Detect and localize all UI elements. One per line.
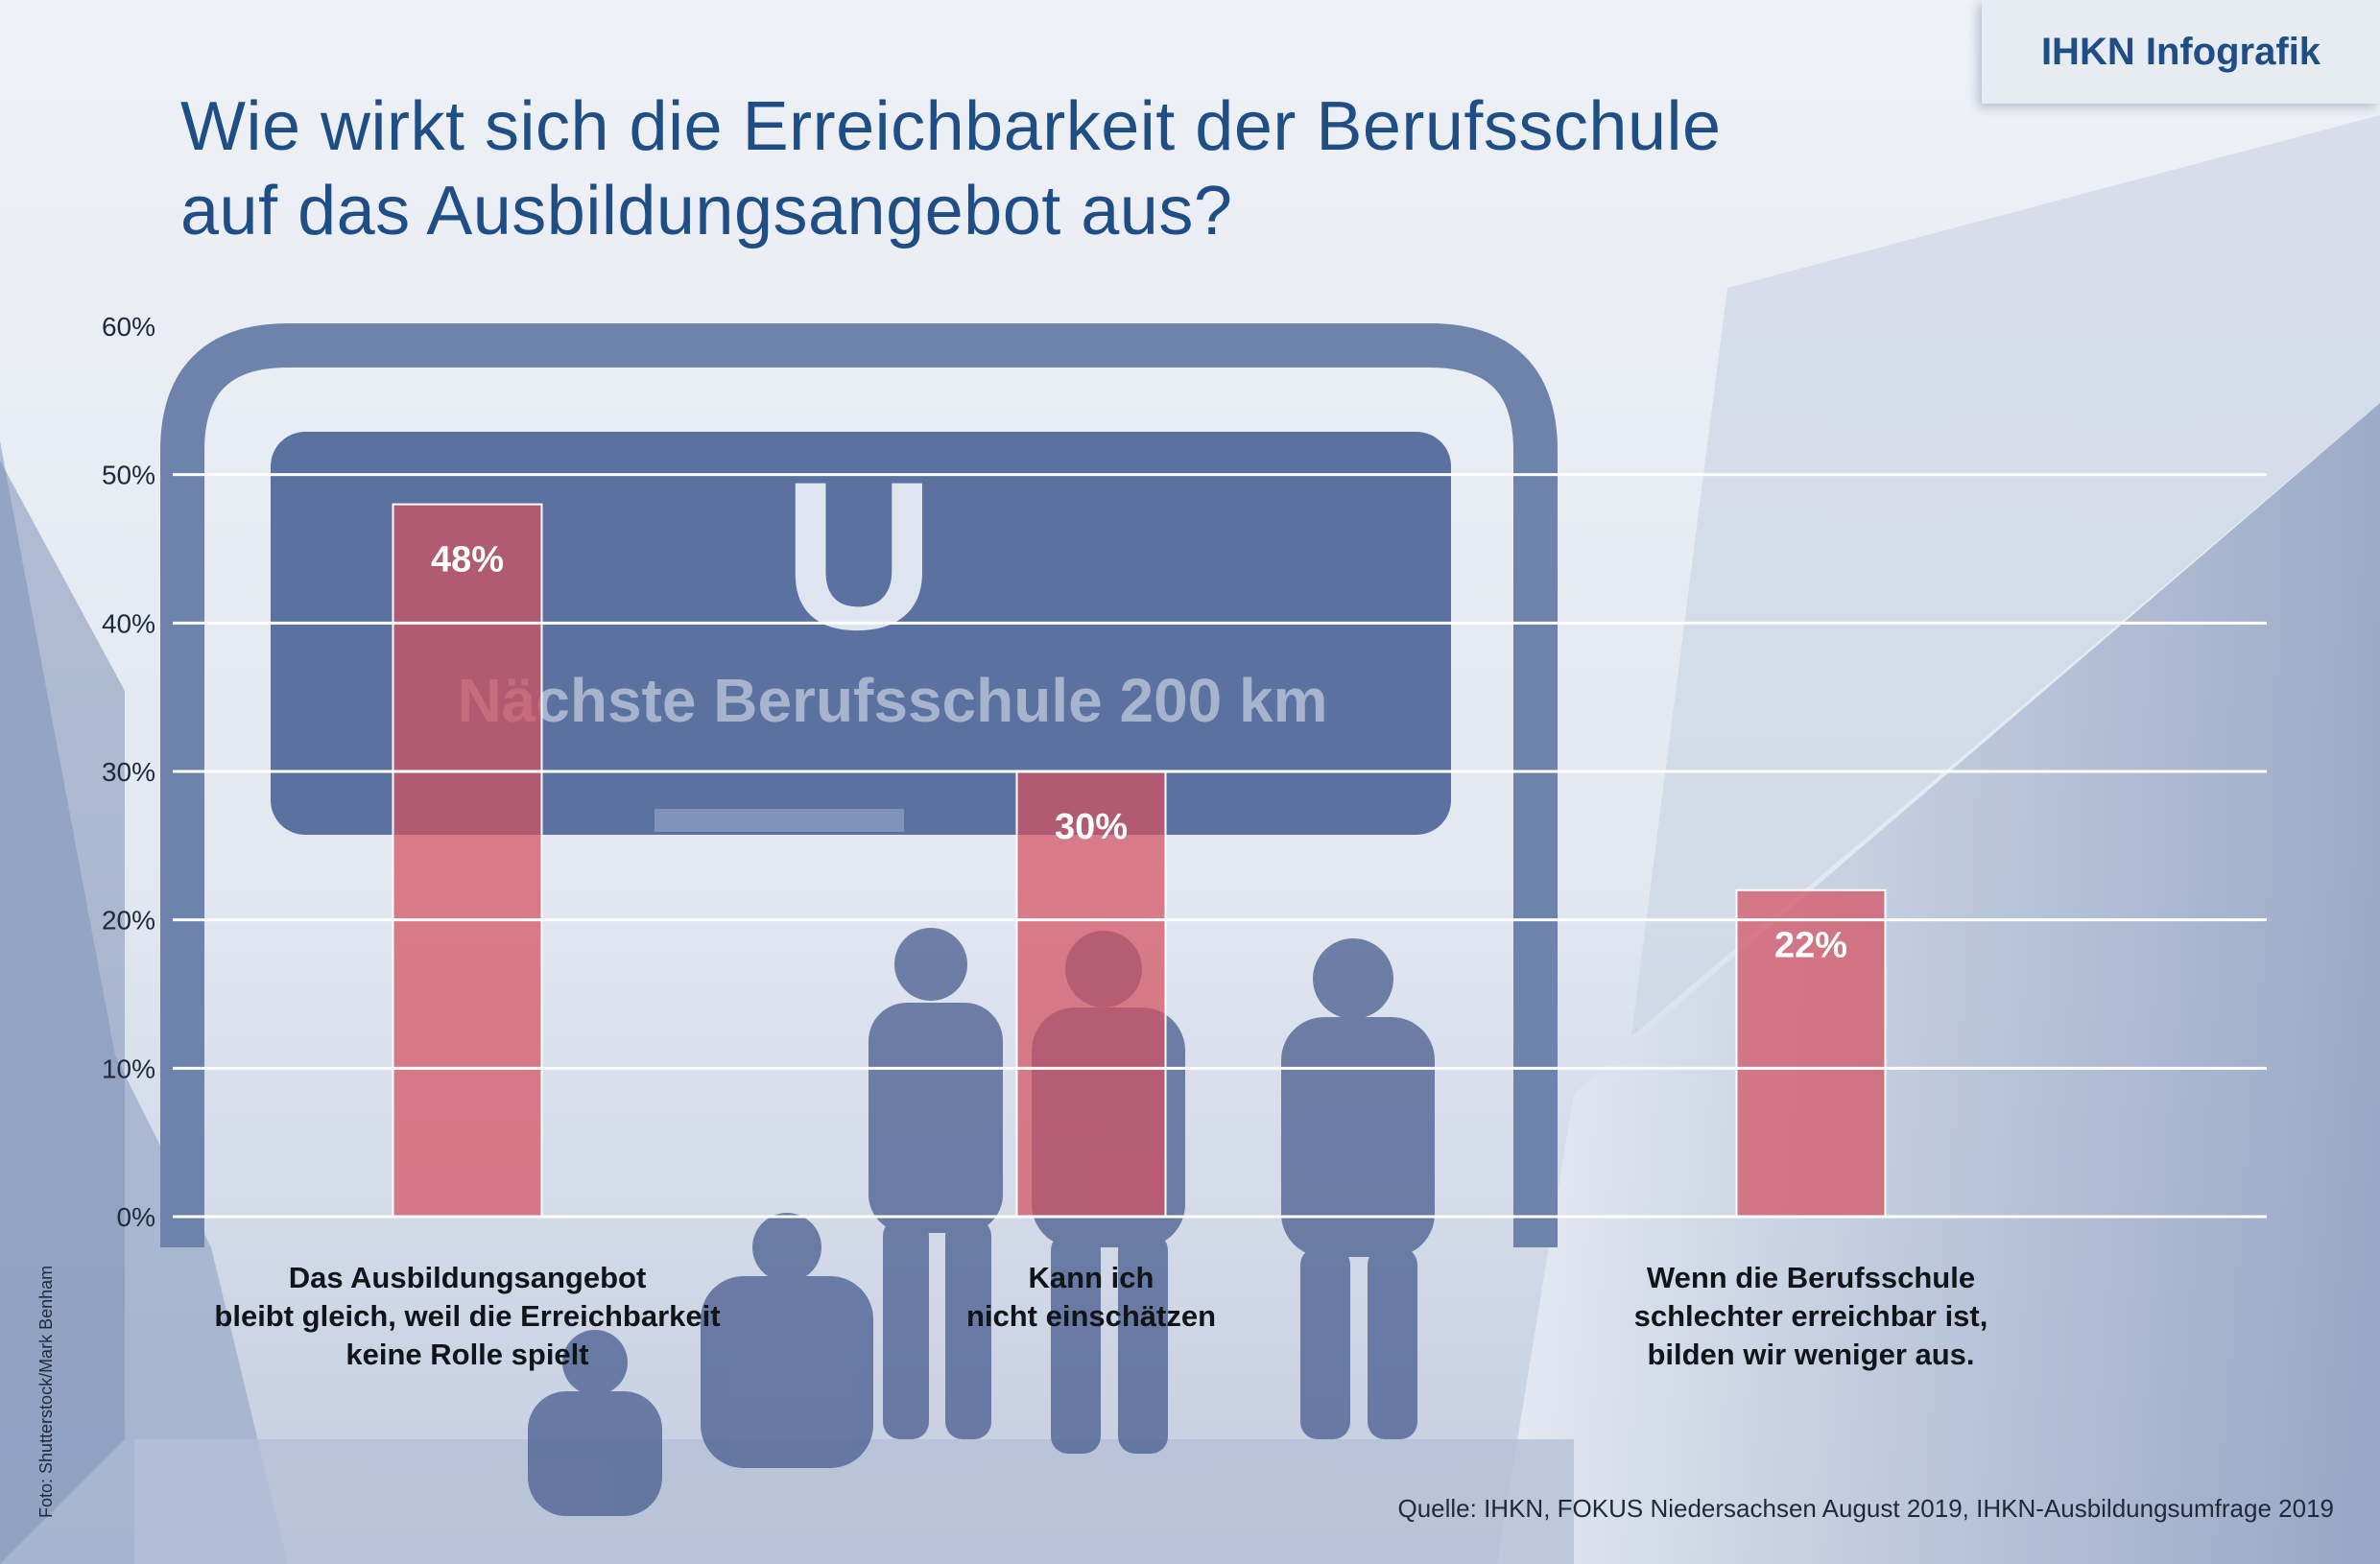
y-tick-label: 10% [102,1054,155,1083]
y-tick-label: 40% [102,608,155,638]
bar-3 [1735,889,1887,1218]
sign-letter: U [783,438,936,674]
infografik-badge: IHKN Infografik [1982,0,2380,104]
y-tick-label: 20% [102,906,155,936]
category-label: nicht einschätzen [966,1299,1216,1333]
category-label: Wenn die Berufsschule [1647,1261,1975,1294]
photo-credit: Foto: Shutterstock/Mark Benham [36,1265,56,1518]
data-label: 48% [431,540,504,581]
data-label: 30% [1055,807,1128,847]
title-line-2: auf das Ausbildungsangebot aus? [180,173,1233,249]
page-title: Wie wirkt sich die Erreichbarkeit der Be… [180,84,2004,253]
category-label: bleibt gleich, weil die Erreichbarkeit [214,1299,720,1333]
y-tick-label: 60% [102,312,155,342]
category-label: schlechter erreichbar ist, [1634,1299,1988,1333]
category-label: bilden wir weniger aus. [1647,1338,1974,1371]
bar-1 [392,503,543,1218]
bar-2 [1015,770,1167,1218]
y-tick-label: 0% [117,1202,155,1232]
y-tick-label: 50% [102,461,155,490]
title-line-1: Wie wirkt sich die Erreichbarkeit der Be… [180,88,1722,165]
sign-text: Nächste Berufsschule 200 km [457,666,1327,735]
source-note: Quelle: IHKN, FOKUS Niedersachsen August… [1397,1494,2334,1523]
y-tick-label: 30% [102,757,155,787]
category-label: Kann ich [1029,1261,1154,1294]
category-label: Das Ausbildungsangebot [289,1261,647,1294]
data-label: 22% [1774,926,1847,966]
category-label: keine Rolle spielt [345,1338,588,1371]
